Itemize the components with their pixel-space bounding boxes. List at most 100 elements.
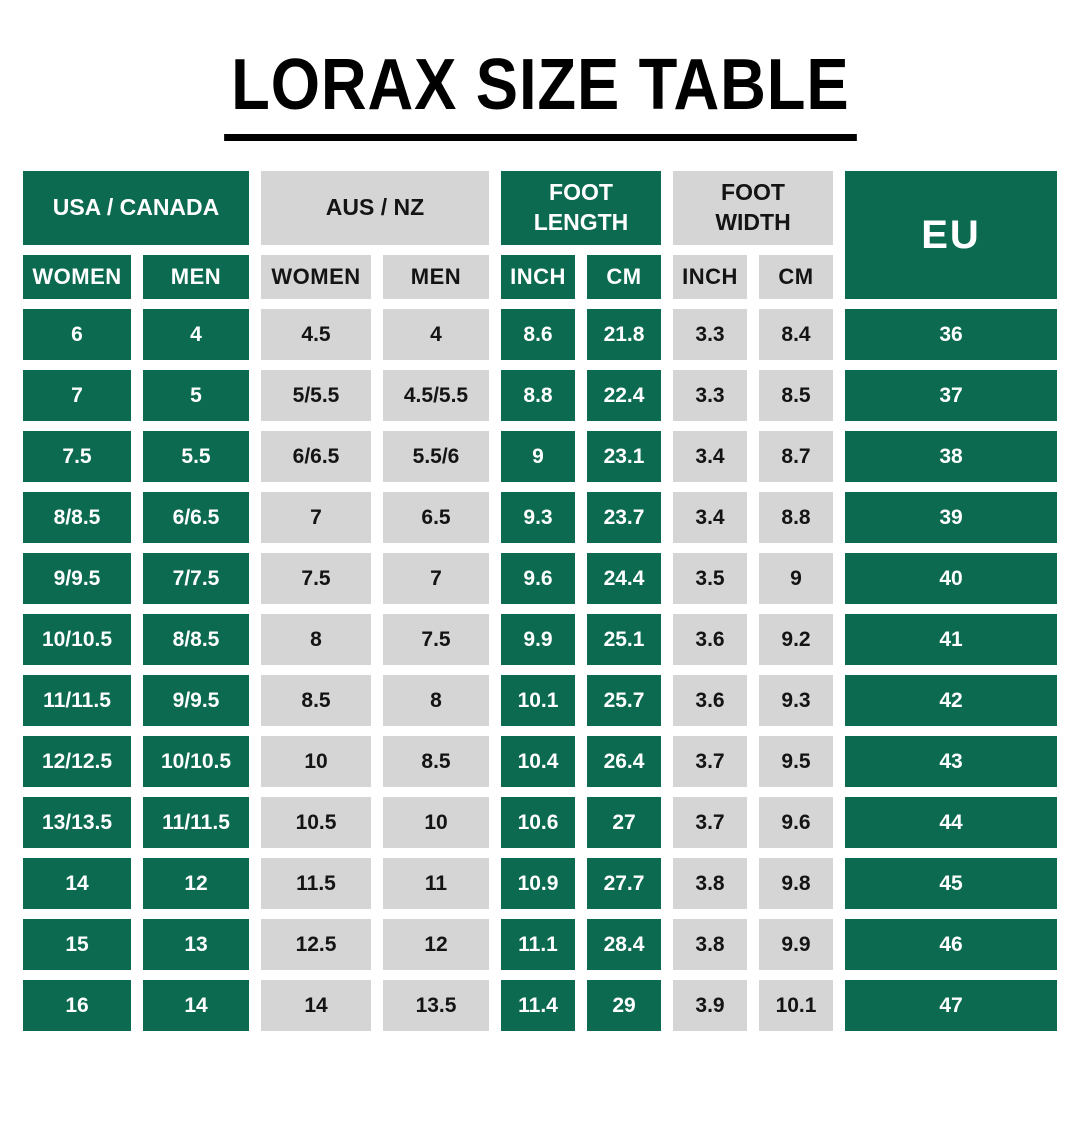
size-cell-r5-c1: 9/9.5: [23, 553, 131, 604]
size-cell-r3-c6: 23.1: [587, 431, 661, 482]
size-cell-r11-c6: 28.4: [587, 919, 661, 970]
size-cell-r7-c9: 42: [845, 675, 1057, 726]
size-cell-r4-c7: 3.4: [673, 492, 747, 543]
size-cell-r11-c8: 9.9: [759, 919, 833, 970]
size-cell-r5-c8: 9: [759, 553, 833, 604]
size-cell-r12-c4: 13.5: [383, 980, 489, 1031]
size-cell-r5-c4: 7: [383, 553, 489, 604]
page-title: LORAX SIZE TABLE: [223, 44, 857, 141]
size-cell-r7-c6: 25.7: [587, 675, 661, 726]
size-cell-r7-c5: 10.1: [501, 675, 575, 726]
size-cell-r11-c3: 12.5: [261, 919, 371, 970]
size-cell-r2-c6: 22.4: [587, 370, 661, 421]
size-cell-r11-c9: 46: [845, 919, 1057, 970]
size-cell-r5-c2: 7/7.5: [143, 553, 249, 604]
size-cell-r4-c1: 8/8.5: [23, 492, 131, 543]
size-cell-r4-c9: 39: [845, 492, 1057, 543]
size-cell-r11-c1: 15: [23, 919, 131, 970]
size-cell-r7-c1: 11/11.5: [23, 675, 131, 726]
size-cell-r4-c6: 23.7: [587, 492, 661, 543]
subheader-length-cm: CM: [587, 255, 661, 299]
size-cell-r1-c7: 3.3: [673, 309, 747, 360]
size-cell-r10-c4: 11: [383, 858, 489, 909]
size-cell-r6-c9: 41: [845, 614, 1057, 665]
size-cell-r5-c3: 7.5: [261, 553, 371, 604]
size-cell-r2-c7: 3.3: [673, 370, 747, 421]
size-cell-r1-c4: 4: [383, 309, 489, 360]
size-cell-r12-c5: 11.4: [501, 980, 575, 1031]
size-cell-r12-c9: 47: [845, 980, 1057, 1031]
page-header: LORAX SIZE TABLE: [0, 44, 1080, 141]
size-cell-r4-c5: 9.3: [501, 492, 575, 543]
size-cell-r1-c8: 8.4: [759, 309, 833, 360]
size-cell-r7-c7: 3.6: [673, 675, 747, 726]
size-cell-r9-c4: 10: [383, 797, 489, 848]
size-cell-r1-c5: 8.6: [501, 309, 575, 360]
size-cell-r9-c9: 44: [845, 797, 1057, 848]
group-header-aus-nz: AUS / NZ: [261, 171, 489, 245]
size-cell-r6-c2: 8/8.5: [143, 614, 249, 665]
size-cell-r12-c8: 10.1: [759, 980, 833, 1031]
size-cell-r8-c4: 8.5: [383, 736, 489, 787]
size-cell-r6-c6: 25.1: [587, 614, 661, 665]
size-cell-r6-c4: 7.5: [383, 614, 489, 665]
size-cell-r7-c4: 8: [383, 675, 489, 726]
size-cell-r11-c5: 11.1: [501, 919, 575, 970]
size-cell-r1-c2: 4: [143, 309, 249, 360]
group-header-eu: EU: [845, 171, 1057, 299]
size-cell-r10-c3: 11.5: [261, 858, 371, 909]
size-cell-r9-c6: 27: [587, 797, 661, 848]
subheader-width-inch: INCH: [673, 255, 747, 299]
group-header-usa-canada: USA / CANADA: [23, 171, 249, 245]
group-header-foot-length: FOOT LENGTH: [501, 171, 661, 245]
size-cell-r7-c8: 9.3: [759, 675, 833, 726]
subheader-aus-men: MEN: [383, 255, 489, 299]
size-cell-r9-c2: 11/11.5: [143, 797, 249, 848]
size-cell-r2-c9: 37: [845, 370, 1057, 421]
size-cell-r3-c7: 3.4: [673, 431, 747, 482]
size-cell-r6-c8: 9.2: [759, 614, 833, 665]
size-cell-r12-c3: 14: [261, 980, 371, 1031]
size-cell-r10-c2: 12: [143, 858, 249, 909]
size-cell-r3-c9: 38: [845, 431, 1057, 482]
size-cell-r12-c6: 29: [587, 980, 661, 1031]
size-cell-r11-c7: 3.8: [673, 919, 747, 970]
size-cell-r8-c5: 10.4: [501, 736, 575, 787]
size-cell-r4-c8: 8.8: [759, 492, 833, 543]
subheader-usa-women: WOMEN: [23, 255, 131, 299]
size-cell-r3-c2: 5.5: [143, 431, 249, 482]
size-cell-r10-c7: 3.8: [673, 858, 747, 909]
size-cell-r5-c9: 40: [845, 553, 1057, 604]
size-cell-r6-c3: 8: [261, 614, 371, 665]
size-cell-r2-c1: 7: [23, 370, 131, 421]
size-cell-r9-c3: 10.5: [261, 797, 371, 848]
size-cell-r4-c3: 7: [261, 492, 371, 543]
size-cell-r10-c5: 10.9: [501, 858, 575, 909]
size-cell-r3-c3: 6/6.5: [261, 431, 371, 482]
size-cell-r4-c2: 6/6.5: [143, 492, 249, 543]
subheader-width-cm: CM: [759, 255, 833, 299]
size-cell-r10-c9: 45: [845, 858, 1057, 909]
subheader-aus-women: WOMEN: [261, 255, 371, 299]
size-cell-r2-c3: 5/5.5: [261, 370, 371, 421]
size-cell-r5-c5: 9.6: [501, 553, 575, 604]
size-cell-r8-c2: 10/10.5: [143, 736, 249, 787]
size-cell-r12-c7: 3.9: [673, 980, 747, 1031]
group-header-foot-width: FOOT WIDTH: [673, 171, 833, 245]
size-table: USA / CANADA AUS / NZ FOOT LENGTH FOOT W…: [23, 171, 1057, 1031]
size-cell-r6-c1: 10/10.5: [23, 614, 131, 665]
size-cell-r3-c1: 7.5: [23, 431, 131, 482]
size-cell-r11-c2: 13: [143, 919, 249, 970]
size-cell-r1-c1: 6: [23, 309, 131, 360]
size-cell-r7-c3: 8.5: [261, 675, 371, 726]
size-cell-r1-c6: 21.8: [587, 309, 661, 360]
size-cell-r9-c5: 10.6: [501, 797, 575, 848]
size-cell-r9-c7: 3.7: [673, 797, 747, 848]
size-cell-r8-c9: 43: [845, 736, 1057, 787]
size-cell-r3-c5: 9: [501, 431, 575, 482]
size-cell-r10-c1: 14: [23, 858, 131, 909]
size-cell-r6-c5: 9.9: [501, 614, 575, 665]
size-cell-r10-c8: 9.8: [759, 858, 833, 909]
size-cell-r11-c4: 12: [383, 919, 489, 970]
size-cell-r5-c6: 24.4: [587, 553, 661, 604]
